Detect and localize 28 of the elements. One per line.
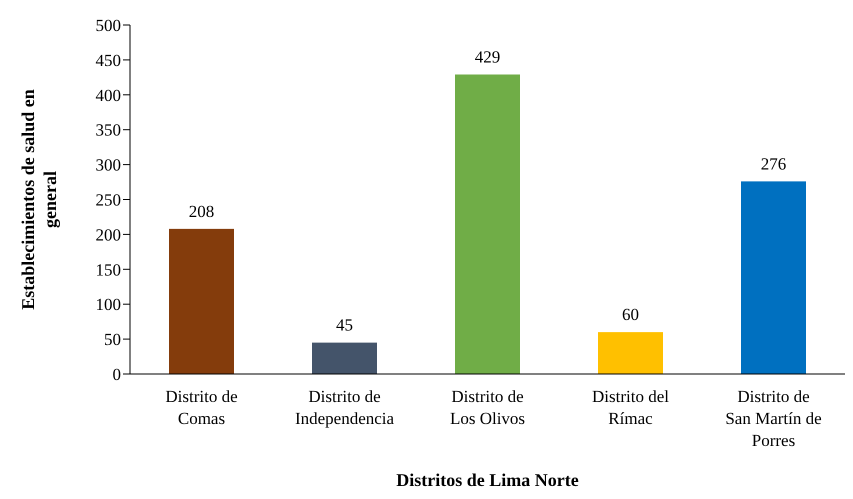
data-label: 429 — [474, 48, 500, 67]
bar — [598, 332, 663, 374]
x-tick-label: Distrito de Los Olivos — [450, 387, 526, 428]
y-tick-label: 500 — [96, 16, 121, 36]
y-tick-label: 450 — [96, 50, 121, 70]
y-axis-title: Establecimientos de salud en general — [18, 89, 60, 310]
y-tick-label: 250 — [96, 190, 121, 210]
y-tick-label: 0 — [112, 365, 121, 384]
y-tick-label: 400 — [96, 86, 121, 105]
bar — [741, 181, 806, 374]
y-tick-label: 150 — [96, 260, 121, 280]
y-tick-label: 200 — [96, 225, 121, 244]
data-label: 276 — [760, 154, 786, 174]
x-tick-label: Distrito de San Martín de Porres — [725, 387, 822, 450]
x-tick-label: Distrito del Rímac — [592, 387, 670, 428]
y-tick-label: 50 — [104, 330, 121, 350]
bar — [455, 74, 520, 374]
bar — [169, 228, 234, 374]
x-tick-label: Distrito de Independencia — [294, 387, 395, 428]
data-label: 45 — [336, 316, 353, 335]
bar — [312, 342, 377, 374]
y-tick-label: 350 — [96, 120, 121, 140]
y-tick-label: 300 — [96, 156, 121, 175]
y-tick-label: 100 — [96, 295, 121, 314]
x-tick-label: Distrito de Comas — [165, 387, 238, 428]
x-axis-title: Distritos de Lima Norte — [396, 470, 579, 490]
data-label: 60 — [622, 305, 639, 324]
data-label: 208 — [188, 202, 214, 221]
